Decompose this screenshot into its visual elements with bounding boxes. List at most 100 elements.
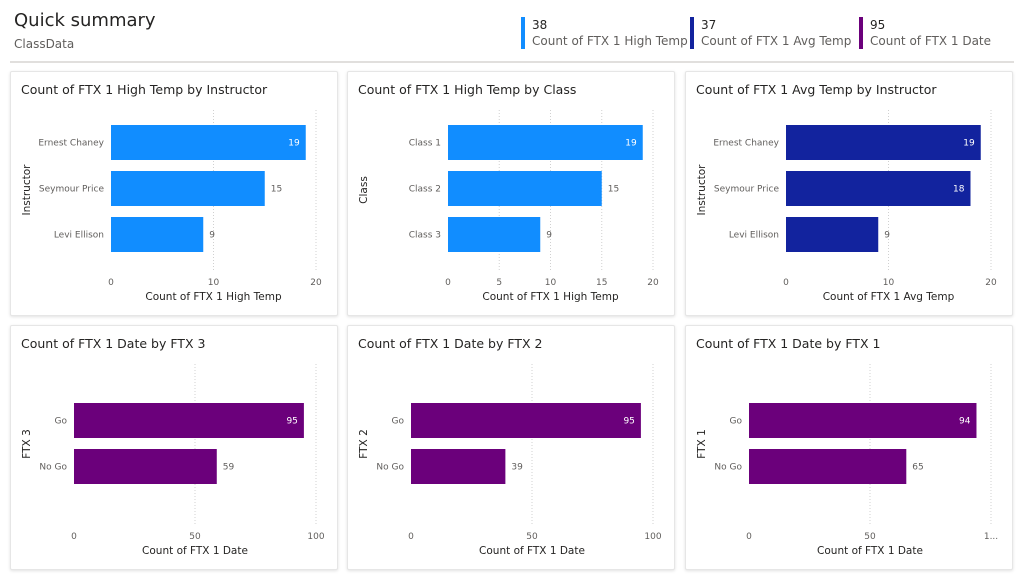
x-axis-title: Count of FTX 1 Date (142, 545, 248, 557)
y-category-label: Class 1 (409, 139, 441, 149)
bar (74, 403, 304, 438)
y-category-label: No Go (714, 463, 742, 473)
bar (786, 125, 981, 160)
kpi-value: 37 (701, 18, 717, 32)
data-label: 19 (625, 139, 637, 149)
y-category-label: No Go (39, 463, 67, 473)
kpi-label: Count of FTX 1 Avg Temp (701, 34, 852, 48)
bar-chart-high-temp-by-instructor[interactable]: 0 10 20 Ernest Chaney 19 Seymour Price 15 Levi … (11, 72, 339, 317)
bar (448, 125, 643, 160)
x-tick-label: 100 (307, 532, 324, 542)
kpi-label: Count of FTX 1 Date (870, 34, 992, 48)
x-tick-label: 50 (526, 532, 538, 542)
y-category-label: Seymour Price (714, 185, 780, 195)
chart-card-high-temp-by-instructor[interactable]: Count of FTX 1 High Temp by Instructor 0… (10, 71, 338, 316)
data-label: 9 (546, 231, 552, 241)
bar (786, 217, 879, 252)
data-label: 59 (223, 463, 235, 473)
y-axis-title: Instructor (696, 164, 708, 216)
y-category-label: Class 3 (409, 231, 441, 241)
bar (749, 449, 907, 484)
x-tick-label: 10 (883, 278, 895, 288)
header-divider (10, 61, 1014, 63)
x-tick-label: 20 (310, 278, 322, 288)
bar-chart-date-by-ftx2[interactable]: 0 50 100 Go 95 No Go 39 Count of FTX 1 Date FTX … (348, 326, 676, 571)
x-axis-title: Count of FTX 1 High Temp (145, 291, 282, 303)
y-category-label: No Go (376, 463, 404, 473)
chart-title: Count of FTX 1 High Temp by Instructor (21, 82, 268, 97)
x-tick-label: 20 (985, 278, 997, 288)
chart-card-high-temp-by-class[interactable]: Count of FTX 1 High Temp by Class 0 5 10 15… (347, 71, 675, 316)
data-label: 95 (286, 417, 297, 427)
data-label: 65 (912, 463, 923, 473)
y-category-label: Go (55, 417, 68, 427)
x-tick-label: 0 (71, 532, 77, 542)
chart-card-date-by-ftx3[interactable]: Count of FTX 1 Date by FTX 3 0 50 100 Go 95 N… (10, 325, 338, 570)
x-axis-title: Count of FTX 1 High Temp (482, 291, 619, 303)
x-tick-label: 0 (783, 278, 789, 288)
x-tick-label: 10 (208, 278, 220, 288)
x-tick-label: 10 (545, 278, 557, 288)
chart-title: Count of FTX 1 Avg Temp by Instructor (696, 82, 937, 97)
page-title: Quick summary (14, 10, 156, 31)
bar (111, 171, 265, 206)
kpi-card-high-temp[interactable]: 38 Count of FTX 1 High Temp (521, 17, 688, 49)
data-label: 95 (623, 417, 634, 427)
y-category-label: Levi Ellison (54, 231, 104, 241)
chart-title: Count of FTX 1 Date by FTX 3 (21, 336, 206, 351)
kpi-value: 95 (870, 18, 886, 32)
chart-card-date-by-ftx2[interactable]: Count of FTX 1 Date by FTX 2 0 50 100 Go 95 N… (347, 325, 675, 570)
report-header: Quick summary ClassData 38 Count of FTX … (0, 0, 1024, 63)
y-axis-title: FTX 3 (21, 429, 33, 458)
x-tick-label: 0 (108, 278, 114, 288)
y-category-label: Go (392, 417, 405, 427)
x-tick-label: 100 (644, 532, 661, 542)
x-tick-label: 0 (445, 278, 451, 288)
kpi-accent-bar (521, 17, 525, 49)
bar-chart-date-by-ftx1[interactable]: 0 50 1... Go 94 No Go 65 Count of FTX 1 Date FTX… (686, 326, 1014, 571)
kpi-card-date[interactable]: 95 Count of FTX 1 Date (859, 17, 991, 49)
x-axis-title: Count of FTX 1 Date (817, 545, 923, 557)
y-axis-title: Class (358, 176, 370, 204)
y-category-label: Go (730, 417, 743, 427)
x-tick-label: 0 (408, 532, 414, 542)
kpi-accent-bar (859, 17, 863, 49)
data-label: 9 (884, 231, 890, 241)
data-label: 39 (511, 463, 523, 473)
x-tick-label: 50 (189, 532, 201, 542)
y-category-label: Levi Ellison (729, 231, 779, 241)
chart-title: Count of FTX 1 High Temp by Class (358, 82, 577, 97)
data-label: 19 (288, 139, 300, 149)
bar (448, 217, 541, 252)
bar (111, 125, 306, 160)
kpi-card-avg-temp[interactable]: 37 Count of FTX 1 Avg Temp (690, 17, 851, 49)
bar-chart-avg-temp-by-instructor[interactable]: 0 10 20 Ernest Chaney 19 Seymour Price 18 Levi … (686, 72, 1014, 317)
x-tick-label: 15 (596, 278, 607, 288)
x-axis-title: Count of FTX 1 Avg Temp (823, 291, 955, 303)
data-label: 9 (209, 231, 215, 241)
x-tick-label: 50 (864, 532, 876, 542)
x-tick-label: 0 (746, 532, 752, 542)
kpi-accent-bar (690, 17, 694, 49)
kpi-label: Count of FTX 1 High Temp (532, 34, 688, 48)
x-tick-label: 1... (984, 532, 998, 542)
chart-title: Count of FTX 1 Date by FTX 2 (358, 336, 543, 351)
bar (448, 171, 602, 206)
data-label: 15 (271, 185, 282, 195)
chart-card-avg-temp-by-instructor[interactable]: Count of FTX 1 Avg Temp by Instructor 0 1… (685, 71, 1013, 316)
bar (749, 403, 977, 438)
data-label: 18 (953, 185, 965, 195)
chart-title: Count of FTX 1 Date by FTX 1 (696, 336, 881, 351)
x-axis-title: Count of FTX 1 Date (479, 545, 585, 557)
bar (411, 449, 506, 484)
x-tick-label: 20 (647, 278, 659, 288)
y-category-label: Ernest Chaney (713, 139, 779, 149)
data-label: 19 (963, 139, 975, 149)
kpi-value: 38 (532, 18, 548, 32)
bar (74, 449, 217, 484)
bar (786, 171, 971, 206)
bar-chart-date-by-ftx3[interactable]: 0 50 100 Go 95 No Go 59 Count of FTX 1 Date FTX … (11, 326, 339, 571)
y-category-label: Ernest Chaney (38, 139, 104, 149)
chart-card-date-by-ftx1[interactable]: Count of FTX 1 Date by FTX 1 0 50 1... Go 94… (685, 325, 1013, 570)
